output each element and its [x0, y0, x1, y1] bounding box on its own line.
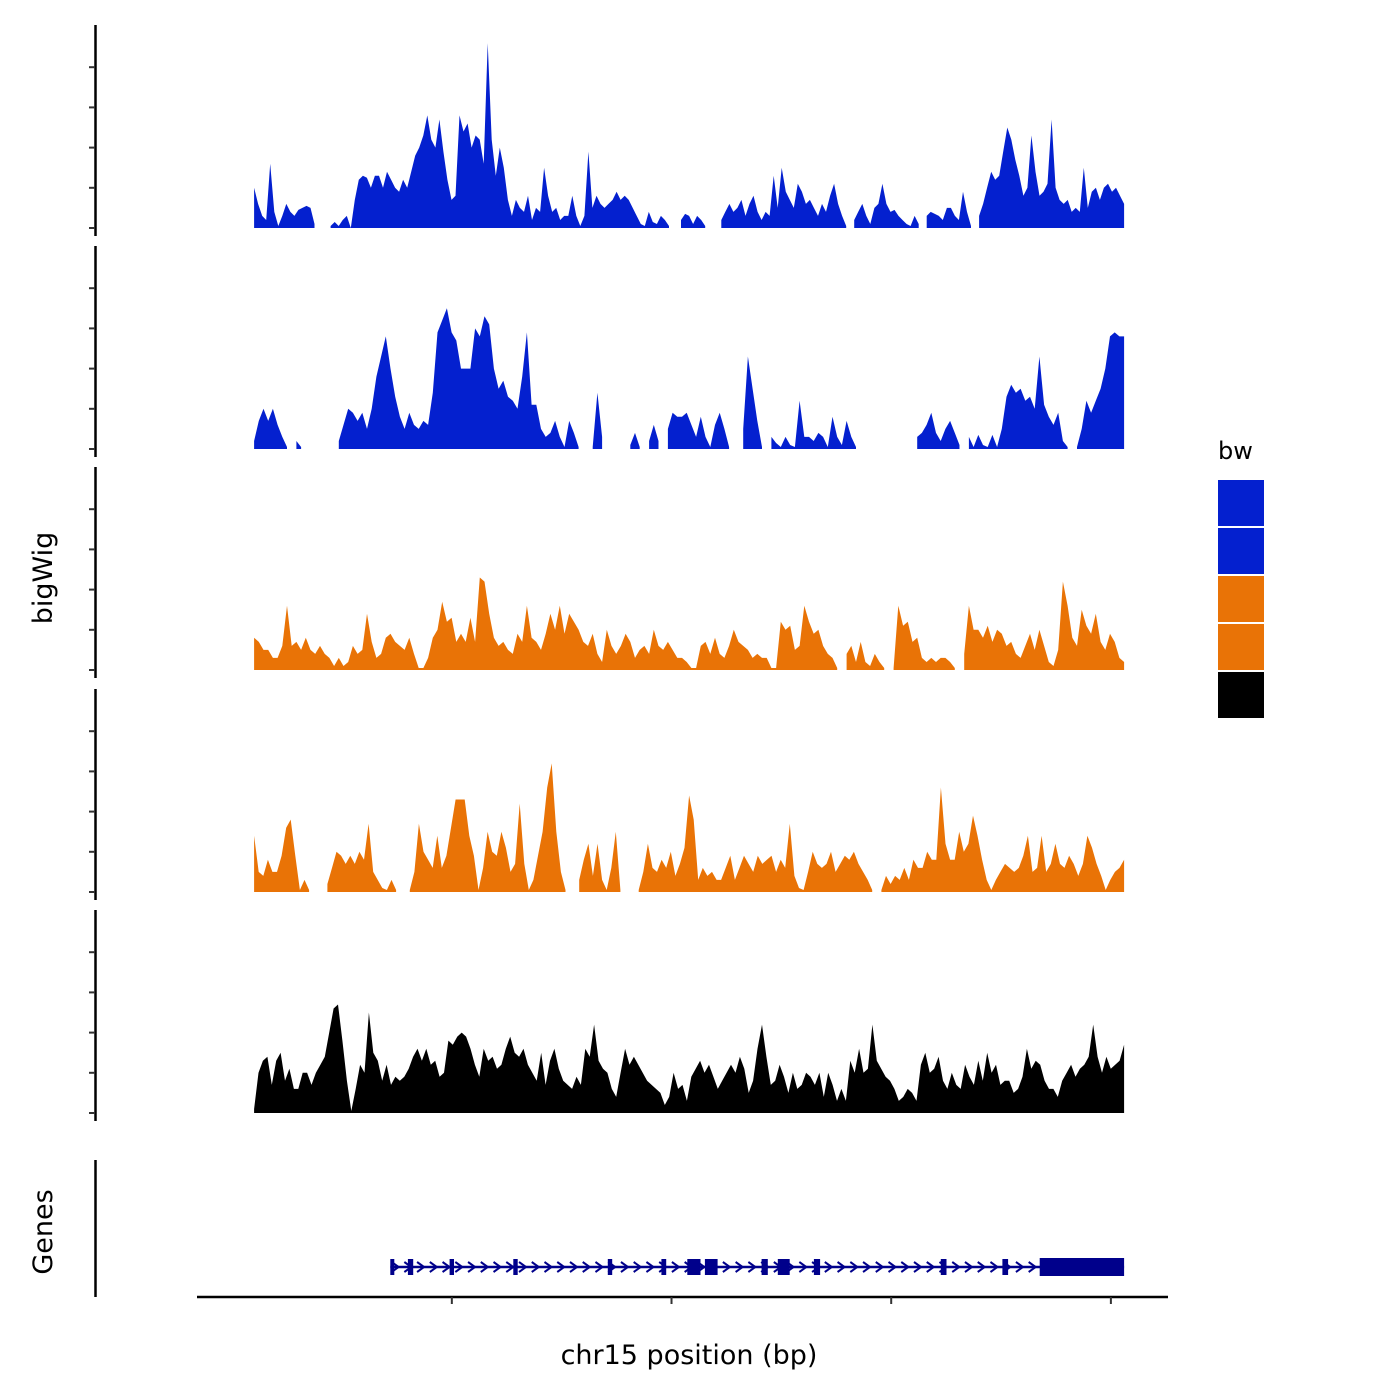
gene-strand-arrow [798, 1261, 809, 1273]
gene-exon [513, 1259, 518, 1275]
gene-strand-arrow [722, 1261, 732, 1273]
gene-strand-arrow [594, 1261, 605, 1273]
area-E17_1 [254, 577, 1125, 670]
gene-strand-arrow [429, 1261, 439, 1273]
gene-strand-arrow [900, 1261, 910, 1273]
genes-track-title: Genes [28, 1189, 59, 1274]
legend-key-E14_2 [1218, 528, 1264, 574]
gene-exon [813, 1259, 821, 1275]
gene-strand-arrow [441, 1261, 452, 1273]
legend-title: bw [1218, 437, 1253, 465]
area-E14_2 [254, 308, 1125, 449]
gene-strand-arrow [977, 1261, 987, 1273]
gene-strand-arrow [633, 1261, 643, 1273]
area-E17_2 [254, 763, 1125, 892]
y-axis-title: bigWig [28, 532, 59, 625]
gene-strand-arrow [1015, 1261, 1025, 1273]
gene-strand-arrow [964, 1261, 974, 1273]
gene-strand-arrow [518, 1261, 528, 1273]
gene-strand-arrow [505, 1261, 515, 1273]
gene-strand-arrow [824, 1261, 834, 1273]
gene-strand-arrow [1028, 1261, 1038, 1273]
gene-strand-arrow [887, 1261, 898, 1273]
gene-strand-arrow [849, 1261, 860, 1273]
gene-strand-arrow [671, 1261, 681, 1273]
gene-exon [761, 1259, 768, 1275]
gene-strand-arrow [913, 1261, 923, 1273]
gene-strand-arrow [492, 1261, 503, 1273]
gene-strand-arrow [862, 1261, 872, 1273]
gene-strand-arrow [926, 1261, 936, 1273]
gene-strand-arrow [747, 1261, 758, 1273]
gene-exon [607, 1259, 613, 1275]
gene-strand-arrow [454, 1261, 465, 1273]
gene-strand-arrow [620, 1261, 630, 1273]
gene-strand-arrow [556, 1261, 566, 1273]
gene-strand-arrow [951, 1261, 961, 1273]
gene-strand-arrow [480, 1261, 490, 1273]
area-Input [254, 1004, 1125, 1113]
gene-strand-arrow [989, 1261, 1000, 1273]
gene-exon [687, 1259, 701, 1275]
gene-strand-arrow [645, 1261, 656, 1273]
gene-exon [449, 1259, 454, 1275]
legend-key-E14_1 [1218, 480, 1264, 526]
x-axis-title: chr15 position (bp) [561, 1340, 818, 1371]
gene-strand-arrow [531, 1261, 541, 1273]
area-E14_1 [254, 43, 1125, 228]
gene-exon [1002, 1259, 1009, 1275]
gene-strand-arrow [467, 1261, 477, 1273]
gene-exon [704, 1259, 718, 1275]
gene-strand-arrow [836, 1261, 847, 1273]
gene-strand-arrow [569, 1261, 579, 1273]
gene-exon [777, 1259, 790, 1275]
legend-key-Input [1218, 672, 1264, 718]
gene-exon [1039, 1258, 1125, 1276]
gene-exon [661, 1259, 667, 1275]
gene-strand-arrow [735, 1261, 745, 1273]
gene-exon [407, 1259, 414, 1275]
legend-key-E17_2 [1218, 624, 1264, 670]
legend-key-E17_1 [1218, 576, 1264, 622]
gene-exon [390, 1259, 395, 1275]
gene-strand-arrow [582, 1261, 592, 1273]
gene-strand-arrow [875, 1261, 885, 1273]
gene-strand-arrow [543, 1261, 554, 1273]
gene-exon [940, 1259, 947, 1275]
gene-strand-arrow [416, 1261, 426, 1273]
